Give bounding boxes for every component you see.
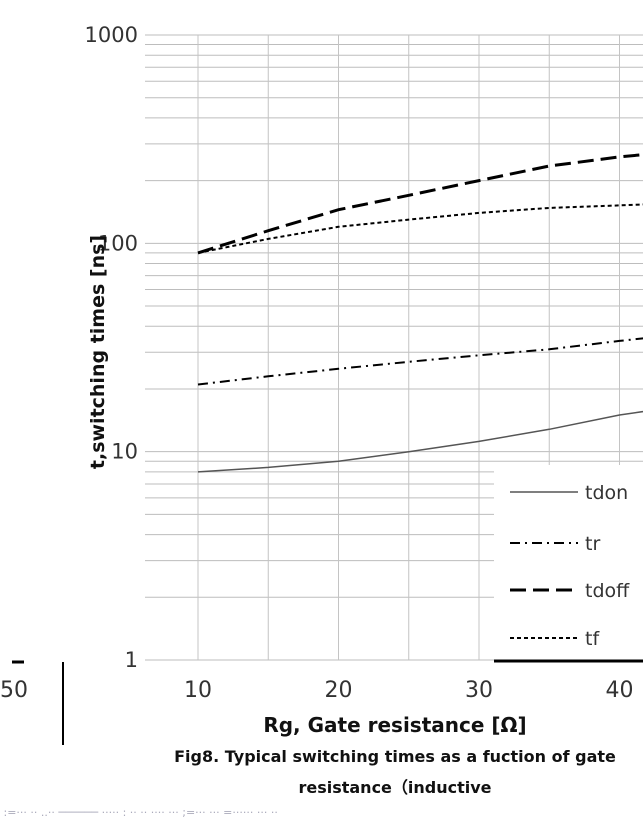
legend-label-tdoff: tdoff	[585, 580, 630, 602]
figure-caption-line-1: Fig8. Typical switching times as a fucti…	[174, 747, 616, 766]
y-tick-label: 1	[125, 648, 138, 672]
x-tick-label: 40	[606, 678, 634, 703]
series-line-tdon	[197, 410, 643, 473]
y-tick-label: 100	[98, 231, 138, 255]
legend: tdon tr tdoff tf	[494, 465, 643, 663]
left-partial-axis: 50	[0, 660, 64, 745]
left-partial-tick-label: 50	[0, 678, 28, 703]
y-tick-label: 10	[111, 440, 138, 464]
series-lines	[197, 153, 643, 473]
legend-label-tr: tr	[585, 533, 600, 555]
legend-label-tdon: tdon	[585, 482, 628, 504]
x-tick-label: 30	[465, 678, 493, 703]
x-axis-label: Rg, Gate resistance [Ω]	[263, 713, 526, 737]
legend-label-tf: tf	[585, 628, 600, 650]
y-tick-label: 1000	[85, 23, 138, 47]
x-tick-label: 10	[184, 678, 212, 703]
series-line-tr	[197, 337, 643, 386]
y-axis-label: t,switching times [ns]	[87, 235, 109, 469]
footer-noise-text: :=··· ·· ..·· ────── ····· : ·· ·· ···· …	[0, 806, 278, 819]
x-tick-label: 20	[325, 678, 353, 703]
legend-box	[494, 465, 643, 661]
figure-caption-line-2: resistance（inductive	[298, 778, 492, 797]
series-line-tdoff	[197, 153, 643, 255]
